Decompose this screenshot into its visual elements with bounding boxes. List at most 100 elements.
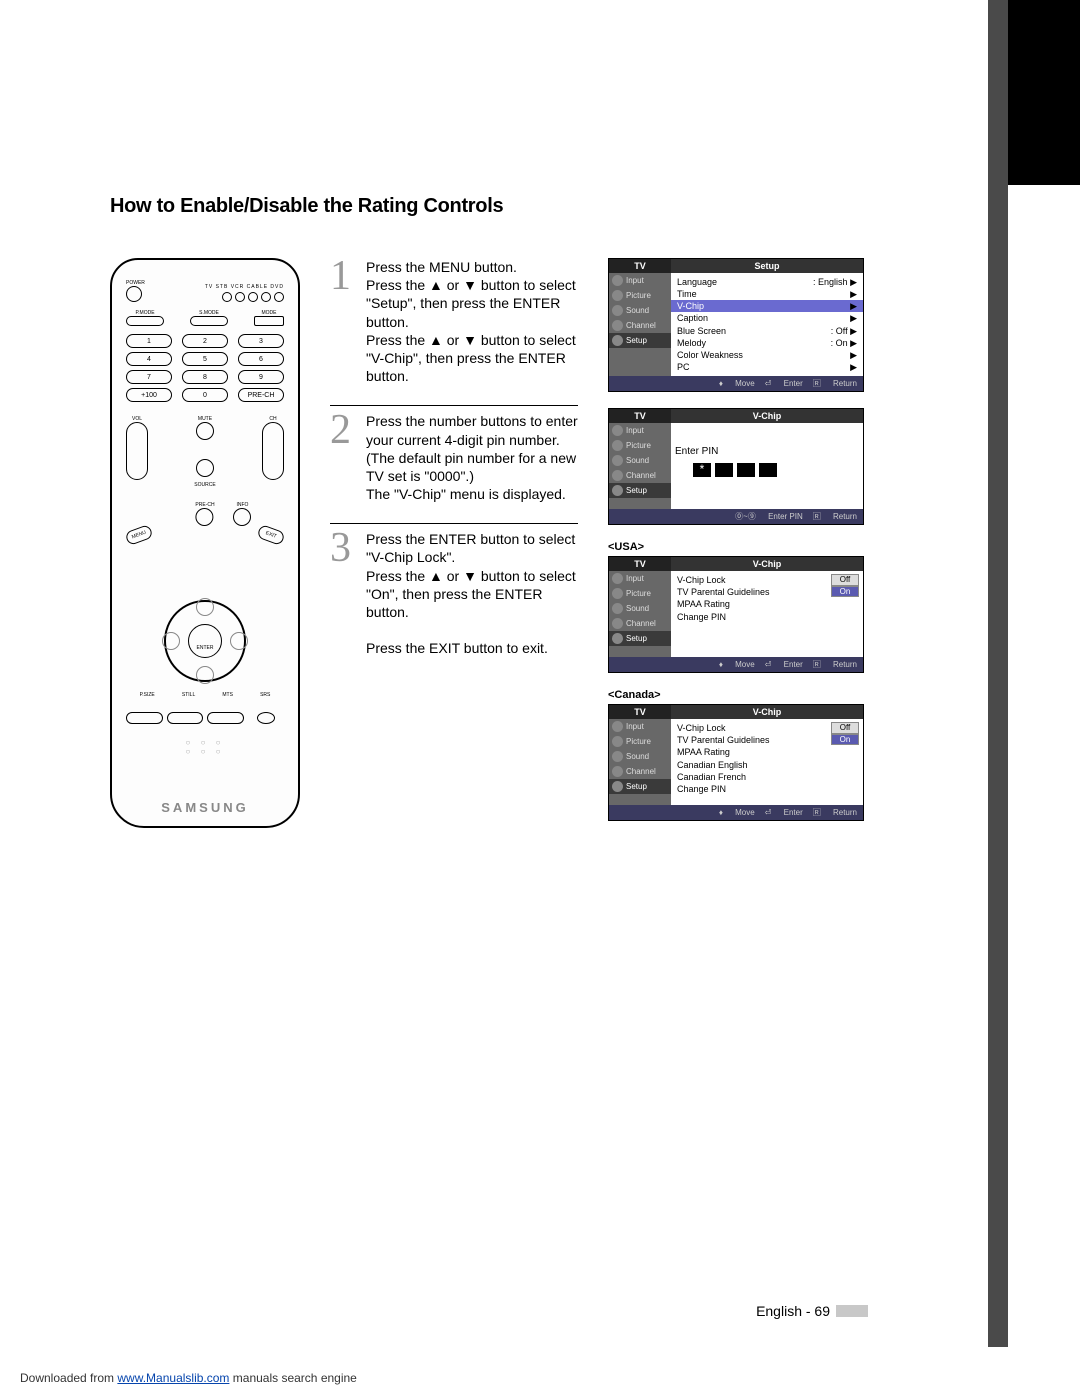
dpad-left[interactable] — [162, 632, 180, 650]
menu-row[interactable]: Canadian French — [675, 771, 859, 783]
mts-button[interactable] — [207, 712, 244, 724]
mode-row: P.MODE S.MODE MODE — [126, 310, 284, 326]
num-3[interactable]: 3 — [238, 334, 284, 348]
side-setup[interactable]: Setup — [609, 631, 671, 646]
steps-column: 1 Press the MENU button. Press the ▲ or … — [330, 258, 578, 837]
opt-off[interactable]: Off — [831, 722, 859, 734]
dpad-up[interactable] — [196, 598, 214, 616]
side-picture[interactable]: Picture — [609, 586, 671, 601]
side-sound[interactable]: Sound — [609, 749, 671, 764]
num-plus100[interactable]: +100 — [126, 388, 172, 402]
pin-box[interactable] — [693, 463, 711, 477]
menu-row[interactable]: Change PIN — [675, 783, 859, 795]
side-picture[interactable]: Picture — [609, 734, 671, 749]
side-sound[interactable]: Sound — [609, 601, 671, 616]
opt-on[interactable]: On — [831, 734, 859, 746]
tv-label: TV — [609, 705, 671, 719]
channel-icon — [612, 470, 623, 481]
option-box: Off On — [831, 574, 859, 597]
vol-rocker[interactable] — [126, 422, 148, 480]
side-channel[interactable]: Channel — [609, 468, 671, 483]
num-4[interactable]: 4 — [126, 352, 172, 366]
pmode-button[interactable] — [126, 316, 164, 326]
num-5[interactable]: 5 — [182, 352, 228, 366]
num-prech[interactable]: PRE-CH — [238, 388, 284, 402]
num-0[interactable]: 0 — [182, 388, 228, 402]
prech-button[interactable] — [195, 508, 213, 526]
ch-rocker[interactable] — [262, 422, 284, 480]
step-number: 1 — [330, 258, 358, 385]
device-led — [222, 292, 232, 302]
num-7[interactable]: 7 — [126, 370, 172, 384]
side-channel[interactable]: Channel — [609, 616, 671, 631]
brand-logo: SAMSUNG — [126, 800, 284, 815]
side-input[interactable]: Input — [609, 719, 671, 734]
side-sound[interactable]: Sound — [609, 303, 671, 318]
tv-menus-column: TV Setup Input Picture Sound Channel Setu… — [608, 258, 868, 837]
menu-row[interactable]: Melody: On ▶ — [675, 337, 859, 349]
menu-row[interactable]: Color Weakness ▶ — [675, 349, 859, 361]
menu-row[interactable]: V-Chip ▶ — [671, 300, 863, 312]
num-2[interactable]: 2 — [182, 334, 228, 348]
menu-footer: ♦ Move⏎ Enter🅁 Return — [609, 805, 863, 820]
smode-button[interactable] — [190, 316, 228, 326]
num-1[interactable]: 1 — [126, 334, 172, 348]
menu-title: V-Chip — [671, 557, 863, 571]
menu-footer: ⓪~⑨ Enter PIN🅁 Return — [609, 509, 863, 524]
menu-title: V-Chip — [671, 409, 863, 423]
side-sound[interactable]: Sound — [609, 453, 671, 468]
canada-label: <Canada> — [608, 689, 868, 701]
sound-icon — [612, 603, 623, 614]
side-channel[interactable]: Channel — [609, 764, 671, 779]
srs-button[interactable] — [257, 712, 275, 724]
option-box: Off On — [831, 722, 859, 745]
menu-row[interactable]: Time ▶ — [675, 288, 859, 300]
dpad-right[interactable] — [230, 632, 248, 650]
power-button[interactable] — [126, 286, 142, 302]
side-channel[interactable]: Channel — [609, 318, 671, 333]
side-input[interactable]: Input — [609, 273, 671, 288]
menu-row[interactable]: PC ▶ — [675, 361, 859, 373]
still-button[interactable] — [167, 712, 204, 724]
menu-row[interactable]: Change PIN — [675, 611, 859, 623]
side-input[interactable]: Input — [609, 423, 671, 438]
enter-button[interactable]: ENTER — [188, 624, 222, 658]
menu-row[interactable]: Caption ▶ — [675, 312, 859, 324]
side-picture[interactable]: Picture — [609, 288, 671, 303]
menu-button[interactable]: MENU — [124, 524, 153, 546]
info-button[interactable] — [233, 508, 251, 526]
step-3: 3 Press the ENTER button to select "V-Ch… — [330, 523, 578, 657]
menu-row[interactable]: Language: English ▶ — [675, 276, 859, 288]
menu-row[interactable]: MPAA Rating — [675, 598, 859, 610]
pin-box[interactable] — [715, 463, 733, 477]
menu-title: V-Chip — [671, 705, 863, 719]
num-9[interactable]: 9 — [238, 370, 284, 384]
manualslib-link[interactable]: www.Manualslib.com — [117, 1371, 229, 1385]
pin-box[interactable] — [737, 463, 755, 477]
source-button[interactable] — [196, 459, 214, 477]
source-label: SOURCE — [183, 482, 227, 488]
dpad-down[interactable] — [196, 666, 214, 684]
side-picture[interactable]: Picture — [609, 438, 671, 453]
input-icon — [612, 721, 623, 732]
side-input[interactable]: Input — [609, 571, 671, 586]
menu-row[interactable]: Blue Screen: Off ▶ — [675, 325, 859, 337]
menu-row[interactable]: MPAA Rating — [675, 746, 859, 758]
pin-box[interactable] — [759, 463, 777, 477]
psize-button[interactable] — [126, 712, 163, 724]
opt-on[interactable]: On — [831, 586, 859, 598]
tv-menu-canada: TVV-Chip Input Picture Sound Channel Set… — [608, 704, 864, 821]
num-6[interactable]: 6 — [238, 352, 284, 366]
device-led — [261, 292, 271, 302]
mode-button[interactable] — [254, 316, 284, 326]
menu-row[interactable]: Canadian English — [675, 759, 859, 771]
menu-footer: ♦ Move⏎ Enter🅁 Return — [609, 657, 863, 672]
power-label: POWER — [126, 280, 145, 286]
side-setup[interactable]: Setup — [609, 483, 671, 498]
side-setup[interactable]: Setup — [609, 779, 671, 794]
exit-button[interactable]: EXIT — [256, 524, 285, 546]
opt-off[interactable]: Off — [831, 574, 859, 586]
side-setup[interactable]: Setup — [609, 333, 671, 348]
mute-button[interactable] — [196, 422, 214, 440]
num-8[interactable]: 8 — [182, 370, 228, 384]
